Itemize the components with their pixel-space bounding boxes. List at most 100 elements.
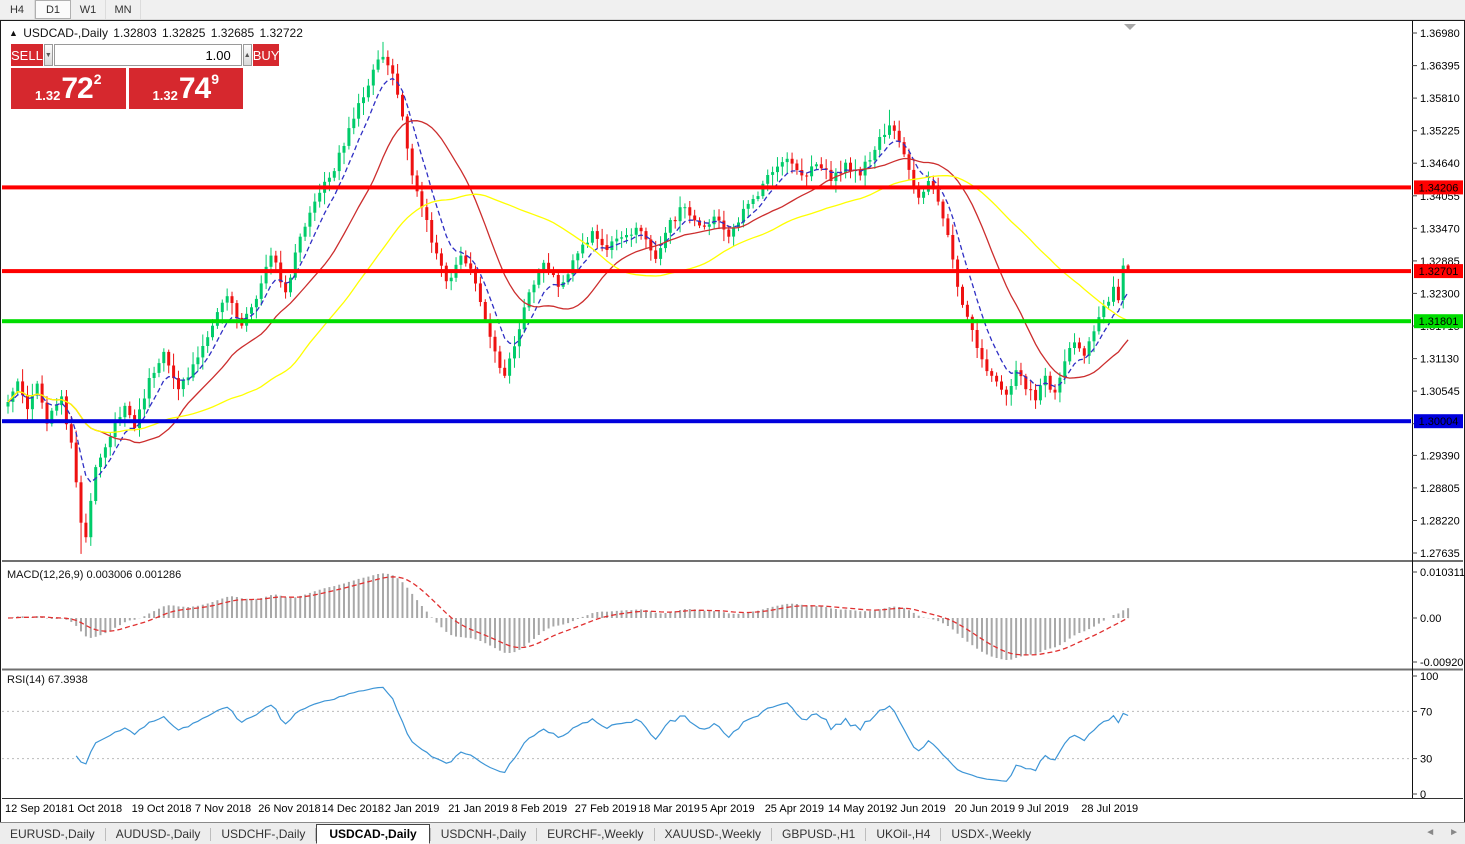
- symbol-tab-USDCNH-Daily[interactable]: USDCNH-,Daily: [440, 827, 527, 841]
- date-label: 8 Feb 2019: [512, 803, 568, 815]
- level-badge-text: 1.31801: [1419, 316, 1459, 328]
- spin-up-icon: ▲: [243, 51, 251, 59]
- symbol-tab-AUDUSD-Daily[interactable]: AUDUSD-,Daily: [115, 827, 201, 841]
- symbol-tab-EURCHF-Weekly[interactable]: EURCHF-,Weekly: [547, 827, 644, 841]
- rsi-axis-label: 0: [1420, 789, 1426, 801]
- tab-separator: [653, 827, 655, 841]
- volume-increase-button[interactable]: ▲: [242, 44, 252, 66]
- one-click-trading-widget: SELL ▼ ▲ BUY 1.32 72 2 1.32 74: [11, 44, 280, 109]
- moving-averages: [7, 77, 1129, 484]
- tab-scroll-right-icon[interactable]: ►: [1449, 827, 1459, 838]
- symbol-tab-UKOil-H4[interactable]: UKOil-,H4: [876, 827, 931, 841]
- price-axis: 1.369801.363951.358101.352251.346401.340…: [1412, 28, 1464, 801]
- tab-separator: [940, 827, 942, 841]
- rsi-line: [75, 686, 1129, 782]
- chart-shift-marker-icon[interactable]: [1124, 24, 1136, 30]
- date-label: 1 Oct 2018: [68, 803, 122, 815]
- symbol-tab-USDCAD-Daily[interactable]: USDCAD-,Daily: [316, 824, 430, 844]
- sell-button[interactable]: SELL: [11, 44, 43, 66]
- horizontal-levels: [2, 185, 1411, 424]
- date-label: 12 Sep 2018: [5, 803, 67, 815]
- price-tick-label: 1.36395: [1420, 61, 1460, 73]
- rsi-pane: [2, 686, 1411, 782]
- date-label: 25 Apr 2019: [765, 803, 824, 815]
- date-label: 20 Jun 2019: [955, 803, 1016, 815]
- tab-separator: [210, 827, 212, 841]
- date-label: 18 Mar 2019: [638, 803, 700, 815]
- ohlc-open: 1.32803: [113, 26, 157, 40]
- date-label: 2 Jan 2019: [385, 803, 439, 815]
- sell-price-pip: 2: [93, 71, 102, 87]
- rsi-axis-label: 100: [1420, 671, 1438, 683]
- tab-separator: [104, 827, 106, 841]
- sell-price-button[interactable]: 1.32 72 2: [11, 68, 126, 109]
- sell-price-big: 72: [61, 71, 93, 105]
- price-chart-canvas: 1.369801.363951.358101.352251.346401.340…: [2, 21, 1464, 815]
- chart-window: 1.36980 1.36395 1.35810 1.35225 1.34640 1.340…: [0, 20, 1465, 823]
- price-tick-label: 1.32300: [1420, 288, 1460, 300]
- symbol-tab-GBPUSD-H1[interactable]: GBPUSD-,H1: [782, 827, 856, 841]
- tab-separator: [536, 827, 538, 841]
- level-line-1.32701[interactable]: [2, 269, 1411, 274]
- volume-input[interactable]: [53, 44, 242, 66]
- price-tick-label: 1.27635: [1420, 548, 1460, 560]
- price-tick-label: 1.34640: [1420, 158, 1460, 170]
- tab-scroll-left-icon[interactable]: ◄: [1425, 827, 1436, 838]
- price-tick-label: 1.28220: [1420, 516, 1460, 528]
- ma-sma20-line: [7, 120, 1129, 444]
- tab-separator: [315, 827, 317, 841]
- level-badge-1.34206: [1414, 180, 1463, 195]
- spin-down-icon: ▼: [44, 51, 52, 59]
- tab-separator: [865, 827, 867, 841]
- buy-price-prefix: 1.32: [152, 88, 178, 103]
- buy-price-button[interactable]: 1.32 74 9: [128, 68, 243, 109]
- tab-scroll-controls: ◄ ►: [1425, 827, 1459, 838]
- price-tick-label: 1.29390: [1420, 450, 1460, 462]
- level-line-1.34206[interactable]: [2, 185, 1411, 190]
- date-label: 2 Jun 2019: [891, 803, 945, 815]
- date-label: 5 Apr 2019: [701, 803, 754, 815]
- chart-symbol-period: USDCAD-,Daily: [23, 26, 108, 40]
- timeframe-button-W1[interactable]: W1: [71, 0, 106, 19]
- timeframe-button-MN[interactable]: MN: [106, 0, 141, 19]
- candlestick-series: [6, 41, 1130, 554]
- buy-price-big: 74: [178, 71, 211, 105]
- date-label: 14 May 2019: [828, 803, 892, 815]
- rsi-indicator-label: RSI(14) 67.3938: [7, 674, 88, 686]
- date-label: 19 Oct 2018: [132, 803, 192, 815]
- symbol-tab-bar: EURUSD-,Daily AUDUSD-,Daily USDCHF-,Daily U…: [0, 822, 1465, 844]
- tab-separator: [771, 827, 772, 841]
- timeframe-button-D1[interactable]: D1: [35, 0, 71, 19]
- symbol-tab-EURUSD-Daily[interactable]: EURUSD-,Daily: [10, 827, 95, 841]
- macd-axis-label: 0.00: [1420, 613, 1441, 625]
- date-label: 21 Jan 2019: [448, 803, 509, 815]
- macd-signal-line: [7, 576, 1129, 656]
- level-badge-text: 1.34206: [1419, 182, 1459, 194]
- macd-axis-label: -0.009203: [1420, 657, 1464, 669]
- level-line-1.30004[interactable]: [2, 419, 1411, 424]
- date-label: 14 Dec 2018: [322, 803, 384, 815]
- volume-decrease-button[interactable]: ▼: [43, 44, 53, 66]
- price-tick-label: 1.36980: [1420, 28, 1460, 40]
- date-label: 9 Jul 2019: [1018, 803, 1069, 815]
- symbol-tab-XAUUSD-Weekly[interactable]: XAUUSD-,Weekly: [664, 827, 761, 841]
- level-line-1.31801[interactable]: [2, 319, 1411, 324]
- timeframe-button-H4[interactable]: H4: [0, 0, 35, 19]
- date-label: 28 Jul 2019: [1081, 803, 1138, 815]
- rsi-axis-label: 70: [1420, 706, 1432, 718]
- tab-separator: [429, 827, 431, 841]
- symbol-tab-USDCHF-Daily[interactable]: USDCHF-,Daily: [221, 827, 306, 841]
- buy-button[interactable]: BUY: [252, 44, 280, 66]
- date-label: 26 Nov 2018: [258, 803, 320, 815]
- level-badge-text: 1.30004: [1419, 416, 1459, 428]
- level-badge-1.31801: [1414, 314, 1463, 329]
- ohlc-close: 1.32722: [259, 26, 303, 40]
- symbol-tab-USDX-Weekly[interactable]: USDX-,Weekly: [951, 827, 1032, 841]
- chart-title: ▲ USDCAD-,Daily 1.32803 1.32825 1.32685 …: [9, 26, 305, 40]
- ma-sma45-line: [7, 175, 1129, 434]
- level-badge-1.32701: [1414, 264, 1463, 279]
- timeframe-toolbar: H4 D1 W1 MN: [0, 0, 1465, 20]
- collapse-triangle-icon: ▲: [9, 28, 18, 38]
- price-tick-label: 1.33470: [1420, 223, 1460, 235]
